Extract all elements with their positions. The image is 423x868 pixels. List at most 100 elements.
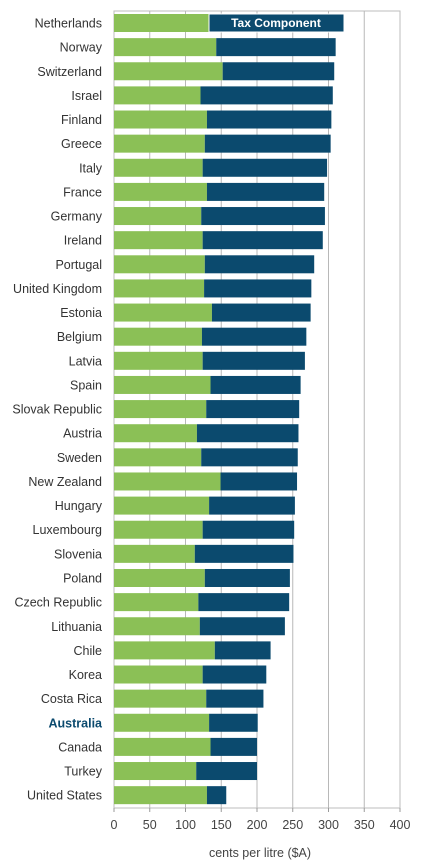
x-tick-label: 100	[175, 818, 196, 832]
category-label: Spain	[70, 378, 102, 392]
category-label: Poland	[63, 571, 102, 585]
x-tick-label: 400	[390, 818, 411, 832]
category-label: Slovenia	[54, 547, 102, 561]
bar-tax	[198, 593, 290, 612]
category-label: Germany	[51, 210, 103, 224]
category-label: Sweden	[57, 451, 102, 465]
bar-base	[114, 568, 205, 587]
bar-base	[114, 665, 203, 684]
bar-base	[114, 207, 202, 226]
bar-tax	[206, 110, 332, 129]
x-axis: 0 50 100 150 200 250 300 350 400	[111, 808, 411, 832]
category-label: Austria	[63, 427, 102, 441]
bar-tax	[194, 544, 294, 563]
bar-base	[114, 762, 197, 781]
bar-tax	[199, 617, 285, 636]
bar-tax	[204, 134, 331, 153]
x-tick-label: 300	[318, 818, 339, 832]
bar-base	[114, 110, 207, 129]
bar-base	[114, 424, 197, 443]
category-label: Latvia	[69, 354, 102, 368]
bar-tax	[202, 158, 328, 177]
category-label: Turkey	[64, 765, 102, 779]
bar-tax	[204, 568, 290, 587]
category-label: Luxembourg	[33, 523, 103, 537]
bar-tax	[201, 207, 325, 226]
bar-tax	[206, 182, 325, 201]
category-label: Belgium	[57, 330, 102, 344]
category-label: Greece	[61, 137, 102, 151]
bar-base	[114, 689, 207, 708]
bar-base	[114, 303, 212, 322]
legend: Tax Component	[208, 13, 345, 33]
category-label: United Kingdom	[13, 282, 102, 296]
x-tick-label: 0	[111, 818, 118, 832]
bar-tax	[204, 255, 315, 274]
bar-base	[114, 327, 202, 346]
bar-base	[114, 448, 202, 467]
x-axis-title: cents per litre ($A)	[209, 846, 311, 860]
bar-base	[114, 38, 217, 57]
bar-base	[114, 520, 203, 539]
bar-base	[114, 231, 203, 250]
bar-tax	[220, 472, 298, 491]
bar-base	[114, 544, 195, 563]
x-tick-label: 150	[211, 818, 232, 832]
bar-tax	[202, 231, 323, 250]
bar-base	[114, 400, 207, 419]
bar-base	[114, 496, 210, 515]
bar-base	[114, 351, 203, 370]
category-label: Finland	[61, 113, 102, 127]
bar-base	[114, 255, 205, 274]
category-label: Costa Rica	[41, 692, 102, 706]
category-label: France	[63, 185, 102, 199]
bar-tax	[210, 737, 257, 756]
category-label: Czech Republic	[14, 596, 102, 610]
x-tick-label: 200	[247, 818, 268, 832]
bar-base	[114, 786, 207, 805]
bars	[114, 14, 343, 805]
bar-base	[114, 617, 200, 636]
bar-base	[114, 737, 211, 756]
legend-label: Tax Component	[231, 16, 321, 30]
bar-base	[114, 62, 223, 81]
bar-tax	[211, 303, 311, 322]
category-label: Slovak Republic	[12, 403, 102, 417]
bar-tax	[214, 641, 271, 660]
bar-base	[114, 86, 201, 105]
category-label: Portugal	[55, 258, 102, 272]
bar-tax	[196, 762, 257, 781]
category-label: New Zealand	[28, 475, 102, 489]
bar-base	[114, 472, 221, 491]
bar-tax	[209, 496, 295, 515]
category-label: Norway	[60, 41, 103, 55]
bar-tax	[201, 448, 298, 467]
x-tick-label: 250	[282, 818, 303, 832]
category-label: Hungary	[55, 499, 103, 513]
bar-tax	[200, 86, 333, 105]
x-tick-label: 350	[354, 818, 375, 832]
bar-tax	[206, 786, 227, 805]
bar-tax	[209, 713, 258, 732]
bar-tax	[206, 689, 264, 708]
category-label: Canada	[58, 740, 102, 754]
bar-base	[114, 593, 199, 612]
bar-tax	[210, 375, 301, 394]
category-label: Ireland	[64, 234, 102, 248]
bar-tax	[202, 520, 295, 539]
bar-base	[114, 14, 210, 32]
bar-base	[114, 641, 215, 660]
bar-base	[114, 279, 205, 298]
bar-tax	[204, 279, 312, 298]
bar-tax	[201, 327, 307, 346]
category-label: United States	[27, 789, 102, 803]
bar-tax	[222, 62, 335, 81]
category-label: Estonia	[60, 306, 102, 320]
x-tick-label: 50	[143, 818, 157, 832]
bar-base	[114, 134, 205, 153]
legend-swatch	[208, 13, 345, 33]
category-label: Italy	[79, 161, 103, 175]
category-label: Korea	[69, 668, 102, 682]
category-label: Lithuania	[51, 620, 102, 634]
